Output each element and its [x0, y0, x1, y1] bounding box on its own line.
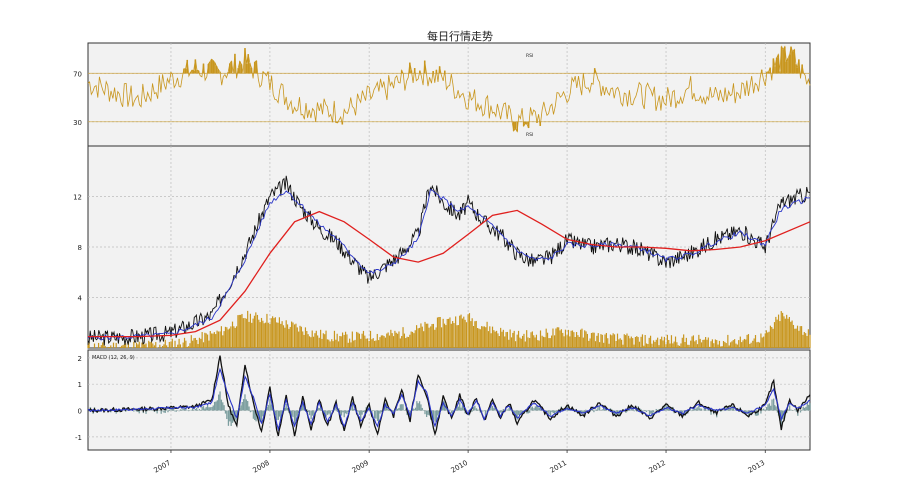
price-series-line-2: [88, 209, 811, 338]
rsi-ytick-label: 70: [73, 70, 82, 78]
rsi-legend-bottom: RSI: [526, 132, 533, 138]
rsi-legend-top: RSI: [526, 53, 533, 59]
rsi-axes-frame: [87, 42, 811, 147]
macd-ytick-label: -1: [75, 434, 82, 442]
macd-panel: -1 0 1 2 MACD (12, 26, 9): [75, 349, 811, 451]
price-ytick-label: 12: [73, 194, 82, 202]
xtick-label: 2008: [251, 459, 270, 475]
rsi-ytick-label: 30: [73, 119, 82, 127]
price-series-line-0: [87, 175, 811, 346]
macd-ytick-label: 0: [78, 408, 82, 416]
macd-ytick-label: 1: [78, 381, 82, 389]
xtick-label: 2013: [747, 459, 766, 475]
macd-ytick-label: 2: [78, 355, 82, 363]
xtick-label: 2012: [648, 459, 667, 475]
rsi-series-line: [87, 45, 811, 133]
price-series-line-1: [87, 189, 811, 341]
xtick-label: 2009: [351, 459, 370, 475]
price-panel: 4 8 12: [73, 145, 811, 349]
price-ytick-label: 8: [78, 244, 82, 252]
macd-axes-frame: [87, 349, 811, 451]
rsi-panel: 30 70 RSI RSI: [73, 42, 811, 147]
chart-title: 每日行情走势: [427, 29, 493, 43]
xtick-label: 2007: [153, 459, 172, 475]
macd-signal-line: [87, 367, 811, 432]
xtick-label: 2010: [450, 459, 469, 475]
macd-legend: MACD (12, 26, 9): [92, 355, 135, 361]
xtick-label: 2011: [549, 459, 568, 475]
price-ytick-label: 4: [78, 295, 83, 303]
